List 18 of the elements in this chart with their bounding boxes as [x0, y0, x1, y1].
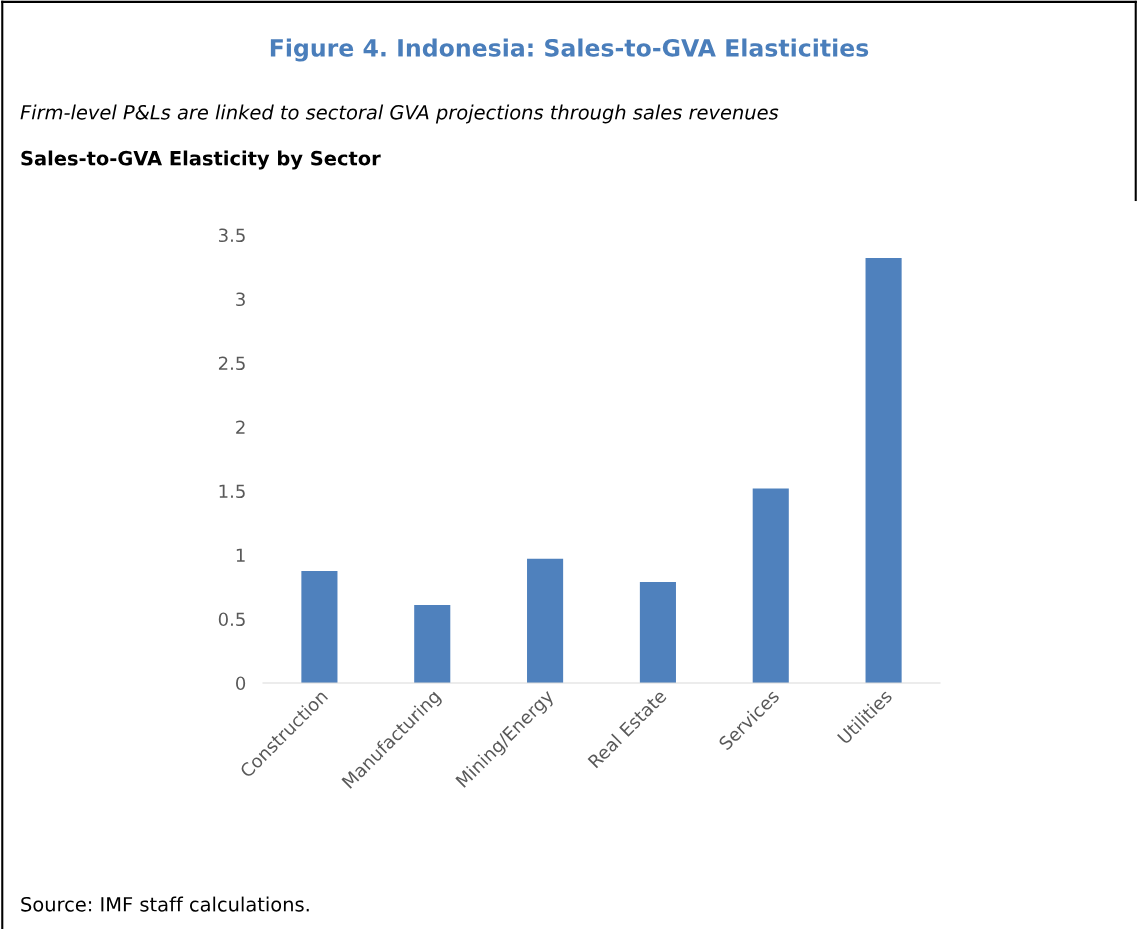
- y-tick-label: 1: [236, 548, 245, 562]
- y-tick-label: 1.5: [219, 484, 245, 499]
- bar: [639, 581, 676, 683]
- y-tick-label: 0.5: [218, 612, 245, 627]
- y-tick-label: 0: [236, 676, 246, 691]
- bar: [527, 558, 564, 683]
- bar: [865, 258, 902, 683]
- y-tick-label: 2: [236, 420, 245, 434]
- y-axis-title: Sales-to-GVA Elasticity by Sector: [21, 150, 381, 170]
- chart-subtitle: Firm-level P&Ls are linked to sectoral GVA projections through sales revenues: [20, 104, 779, 124]
- y-tick-label: 2.5: [218, 356, 245, 371]
- chart-title: Figure 4. Indonesia: Sales-to-GVA Elasticities: [270, 38, 869, 62]
- y-tick-label: 3.5: [219, 228, 245, 243]
- source-note: Source: IMF staff calculations.: [21, 896, 309, 912]
- y-tick-label: 3: [236, 292, 245, 307]
- bar: [301, 571, 338, 683]
- bar: [752, 488, 789, 683]
- bar: [414, 604, 451, 683]
